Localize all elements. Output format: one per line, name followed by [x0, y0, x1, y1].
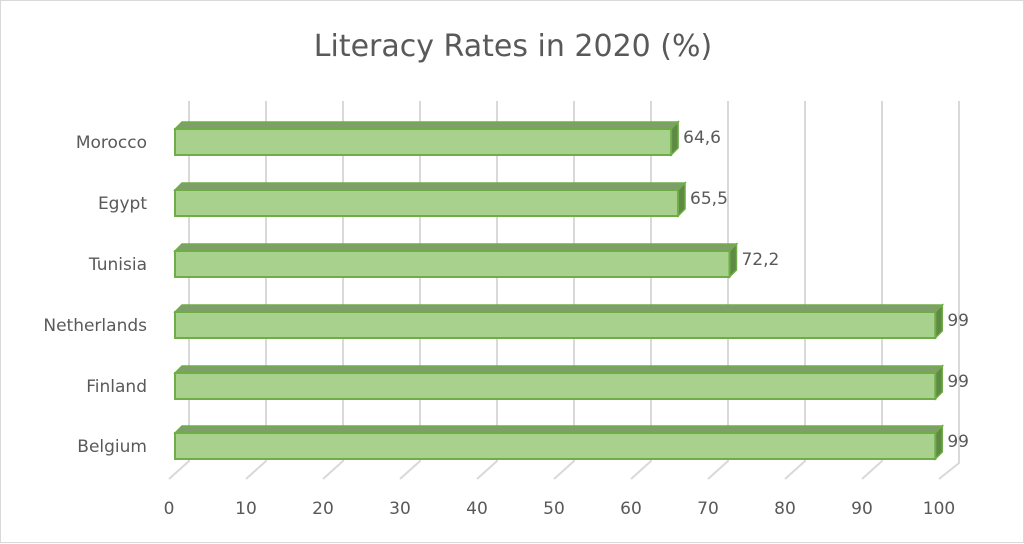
gridline — [476, 101, 498, 480]
bar-top-face — [173, 121, 680, 130]
bar — [173, 424, 945, 461]
category-labels: Morocco Egypt Tunisia Netherlands Finland Bel… — [43, 133, 147, 457]
category-label: Tunisia — [88, 255, 147, 275]
data-label: 72,2 — [741, 250, 779, 270]
bar-side-face — [728, 242, 738, 279]
data-label: 99 — [947, 432, 969, 452]
x-tick-label: 30 — [389, 499, 411, 519]
bar — [173, 303, 945, 340]
bar-side-face — [677, 181, 686, 218]
bar-front-face — [174, 372, 937, 400]
data-label: 64,6 — [683, 128, 721, 148]
bar-top-face — [173, 243, 739, 252]
x-tick-label: 80 — [774, 499, 796, 519]
bar-front-face — [174, 250, 731, 278]
x-tick-label: 60 — [620, 499, 642, 519]
bar-side-face — [934, 424, 944, 461]
gridline — [630, 101, 652, 480]
x-tick-label: 90 — [851, 499, 873, 519]
bar-front-face — [174, 189, 680, 217]
category-label: Egypt — [98, 194, 147, 214]
bar-front-face — [174, 311, 937, 339]
x-tick-label: 0 — [164, 499, 175, 519]
gridline — [784, 101, 806, 480]
value-labels: 64,6 65,5 72,2 99 99 99 — [683, 128, 969, 452]
bar — [173, 120, 680, 157]
gridline — [707, 101, 729, 480]
gridlines — [168, 101, 960, 480]
x-tick-label: 100 — [923, 499, 955, 519]
bar-front-face — [174, 432, 937, 460]
category-label: Netherlands — [43, 316, 147, 336]
bar-top-face — [173, 182, 687, 191]
data-label: 65,5 — [690, 189, 728, 209]
data-label: 99 — [947, 311, 969, 331]
x-axis-ticks: 0 10 20 30 40 50 60 70 80 90 100 — [164, 499, 956, 519]
bars — [173, 120, 945, 461]
bar — [173, 242, 739, 279]
gridline — [168, 101, 190, 480]
bar-front-face — [174, 128, 673, 156]
bar-top-face — [173, 365, 945, 374]
gridline — [553, 101, 575, 480]
bar-side-face — [670, 120, 679, 157]
gridline — [861, 101, 883, 480]
bar-top-face — [173, 304, 945, 313]
x-tick-label: 20 — [312, 499, 334, 519]
bar — [173, 364, 945, 401]
data-label: 99 — [947, 372, 969, 392]
category-label: Belgium — [77, 437, 147, 457]
bar-side-face — [934, 364, 944, 401]
category-label: Morocco — [76, 133, 147, 153]
x-tick-label: 50 — [543, 499, 565, 519]
gridline — [245, 101, 267, 480]
bar-side-face — [934, 303, 944, 340]
gridline — [938, 101, 960, 480]
x-tick-label: 10 — [235, 499, 257, 519]
x-tick-label: 40 — [466, 499, 488, 519]
gridline — [399, 101, 421, 480]
gridline — [322, 101, 344, 480]
bar — [173, 181, 687, 218]
category-label: Finland — [86, 377, 147, 397]
bar-top-face — [173, 425, 945, 434]
x-tick-label: 70 — [697, 499, 719, 519]
chart-title: Literacy Rates in 2020 (%) — [314, 29, 712, 64]
